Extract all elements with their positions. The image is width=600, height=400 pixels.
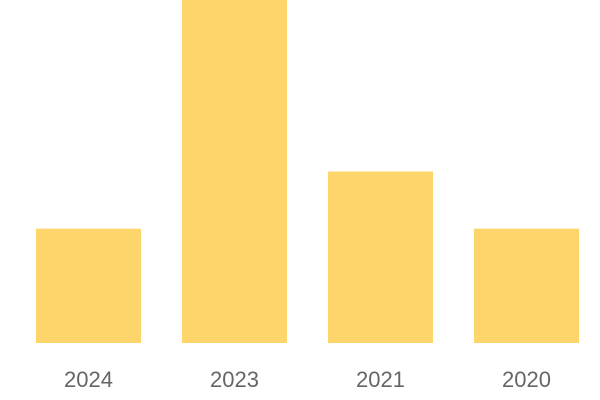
x-tick-label: 2023 xyxy=(210,367,259,392)
bar-2023 xyxy=(182,0,287,343)
x-tick-label: 2024 xyxy=(64,367,113,392)
bar-2021 xyxy=(328,171,433,343)
x-tick-label: 2020 xyxy=(502,367,551,392)
bar-2020 xyxy=(474,228,579,343)
bars-group xyxy=(36,0,579,343)
bar-2024 xyxy=(36,228,141,343)
x-tick-labels: 2024 2023 2021 2020 xyxy=(64,367,551,392)
x-tick-label: 2021 xyxy=(356,367,405,392)
